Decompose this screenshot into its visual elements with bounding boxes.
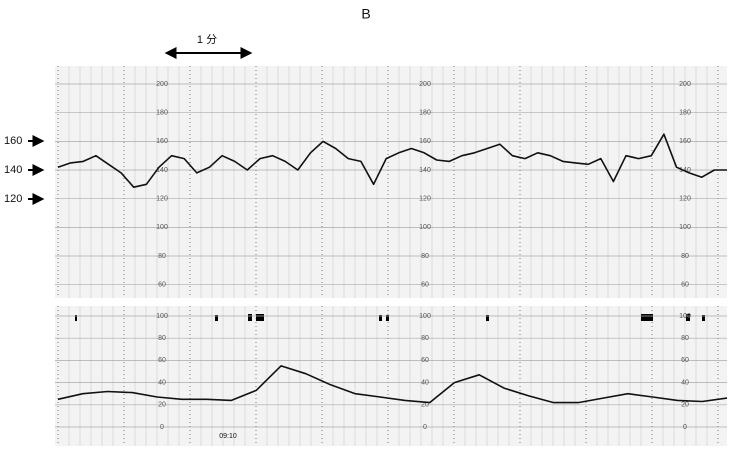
y-tick-label: 80: [421, 253, 429, 260]
y-tick-label: 40: [681, 379, 689, 386]
y-tick-label: 160: [156, 138, 168, 145]
y-tick-label: 200: [156, 81, 168, 88]
y-tick-label: 120: [156, 196, 168, 203]
y-tick-label: 80: [681, 253, 689, 260]
toco-panel: [55, 306, 727, 446]
y-tick-label: 60: [681, 282, 689, 289]
y-tick-label: 120: [419, 196, 431, 203]
y-tick-label: 100: [419, 313, 431, 320]
y-tick-label: 20: [421, 402, 429, 409]
y-tick-label: 180: [419, 110, 431, 117]
y-tick-label: 200: [679, 81, 691, 88]
trace: [57, 133, 727, 188]
y-tick-label: 200: [419, 81, 431, 88]
y-tick-label: 100: [679, 313, 691, 320]
y-tick-label: 120: [679, 196, 691, 203]
event-marks: [75, 314, 705, 321]
y-tick-label: 80: [158, 335, 166, 342]
y-tick-label: 80: [158, 253, 166, 260]
figure-label: B: [361, 6, 370, 22]
y-tick-label: 60: [681, 357, 689, 364]
y-tick-label: 100: [679, 224, 691, 231]
y-tick-label: 20: [158, 402, 166, 409]
scale-label: 1 分: [197, 33, 217, 46]
y-tick-label: 180: [679, 110, 691, 117]
y-tick-label: 0: [683, 424, 687, 431]
y-tick-label: 0: [423, 424, 427, 431]
y-tick-label: 160: [419, 138, 431, 145]
annotation: 160: [4, 135, 22, 147]
y-tick-label: 40: [158, 379, 166, 386]
time-label: 09:10: [219, 433, 237, 440]
y-tick-label: 60: [158, 282, 166, 289]
y-tick-label: 80: [681, 335, 689, 342]
y-tick-label: 140: [419, 167, 431, 174]
y-tick-label: 60: [421, 357, 429, 364]
y-tick-label: 40: [421, 379, 429, 386]
y-tick-label: 60: [421, 282, 429, 289]
y-tick-label: 100: [156, 313, 168, 320]
y-tick-label: 80: [421, 335, 429, 342]
annotation: 120: [4, 193, 22, 205]
y-tick-label: 100: [156, 224, 168, 231]
annotation: 140: [4, 164, 22, 176]
y-tick-label: 100: [419, 224, 431, 231]
trace: [57, 365, 728, 404]
fhr-panel: [55, 66, 727, 298]
y-tick-label: 160: [679, 138, 691, 145]
y-tick-label: 60: [158, 357, 166, 364]
y-tick-label: 180: [156, 110, 168, 117]
y-tick-label: 20: [681, 402, 689, 409]
y-tick-label: 140: [156, 167, 168, 174]
y-tick-label: 0: [160, 424, 164, 431]
